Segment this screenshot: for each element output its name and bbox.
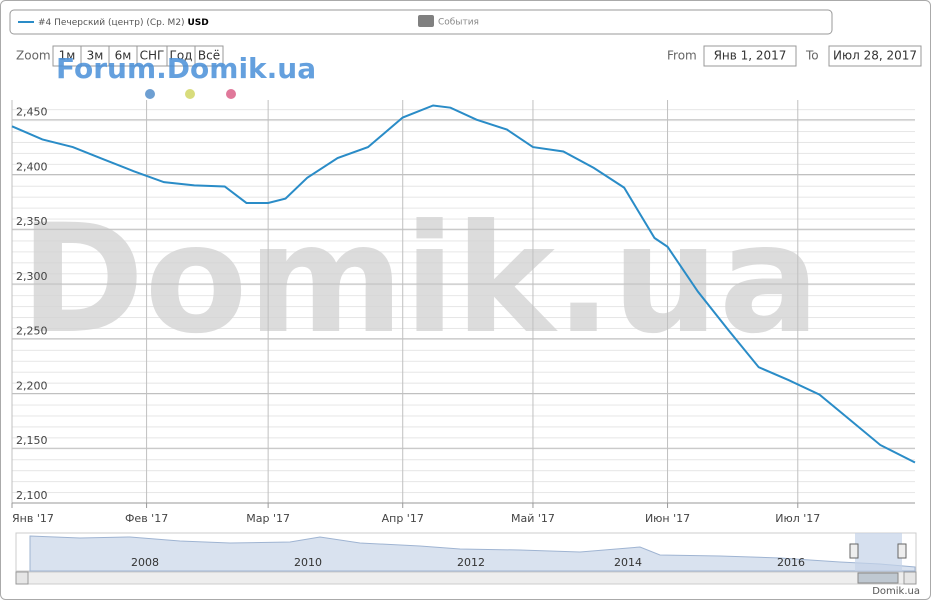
y-tick-label: 2,200 bbox=[16, 379, 48, 392]
line-series bbox=[11, 104, 916, 464]
dot bbox=[226, 89, 236, 99]
events-swatch bbox=[418, 15, 434, 27]
navigator-handle[interactable] bbox=[897, 543, 907, 559]
y-tick-label: 2,150 bbox=[16, 434, 48, 447]
series-currency: USD bbox=[187, 18, 208, 28]
x-tick-label: Фев '17 bbox=[125, 512, 168, 525]
y-tick-label: 2,450 bbox=[16, 106, 48, 119]
dot bbox=[145, 89, 155, 99]
navigator-label: 2012 bbox=[457, 556, 485, 569]
y-tick-label: 2,400 bbox=[16, 160, 48, 173]
from-label: From bbox=[667, 49, 697, 63]
scrollbar[interactable] bbox=[15, 571, 917, 585]
zoom-button-label: 3м bbox=[87, 49, 104, 63]
zoom-button[interactable] bbox=[194, 45, 224, 67]
to-value: Июл 28, 2017 bbox=[833, 49, 917, 63]
zoom-button-label: 1м bbox=[59, 49, 76, 63]
scroll-thumb[interactable] bbox=[857, 572, 899, 584]
dot bbox=[185, 89, 195, 99]
navigator-label: 2010 bbox=[294, 556, 322, 569]
navigator-label: 2016 bbox=[777, 556, 805, 569]
navigator-selection[interactable] bbox=[855, 533, 902, 571]
navigator-label: 2014 bbox=[614, 556, 642, 569]
x-tick-label: Май '17 bbox=[511, 512, 555, 525]
watermark: Domik.ua bbox=[20, 193, 820, 367]
navigator-labels: 2008 2010 2012 2014 2016 bbox=[131, 556, 805, 569]
zoom-button-label: 6м bbox=[115, 49, 132, 63]
legend: #4 Печерский (центр) (Ср. М2) USD Событи… bbox=[9, 9, 833, 35]
scroll-right[interactable] bbox=[903, 571, 917, 585]
minor-grid bbox=[12, 100, 915, 503]
events-label[interactable]: События bbox=[438, 18, 479, 28]
legend-label[interactable]: #4 Печерский (центр) (Ср. М2) USD bbox=[38, 18, 209, 28]
x-tick-label: Мар '17 bbox=[246, 512, 290, 525]
zoom-button-label: СНГ bbox=[140, 49, 165, 63]
y-tick-label: 2,100 bbox=[16, 489, 48, 502]
y-tick-label: 2,250 bbox=[16, 325, 48, 338]
credit: Domik.ua bbox=[872, 586, 920, 597]
to-input[interactable] bbox=[828, 45, 922, 67]
navigator: 2008 2010 2012 2014 2016 bbox=[15, 532, 917, 585]
zoom-label: Zoom bbox=[16, 49, 51, 63]
x-tick-label: Апр '17 bbox=[382, 512, 424, 525]
zoom-button-label: Всё bbox=[198, 49, 220, 63]
zoom-buttons: 1м 3м 6м СНГ Год Всё bbox=[52, 45, 224, 67]
y-tick-label: 2,350 bbox=[16, 215, 48, 228]
y-tick-label: 2,300 bbox=[16, 270, 48, 283]
navigator-handle[interactable] bbox=[849, 543, 859, 559]
forum-watermark: Forum.Domik.ua bbox=[56, 52, 316, 85]
plot: 2,100 2,150 2,200 2,250 2,300 2,350 2,400 2,450… bbox=[11, 100, 916, 525]
zoom-button-label: Год bbox=[170, 49, 193, 63]
x-tick-label: Июл '17 bbox=[775, 512, 820, 525]
series-name: #4 Печерский (центр) (Ср. М2) bbox=[38, 18, 185, 28]
x-tick-label: Янв '17 bbox=[12, 512, 54, 525]
x-tick-label: Июн '17 bbox=[645, 512, 690, 525]
navigator-label: 2008 bbox=[131, 556, 159, 569]
to-label: To bbox=[805, 49, 819, 63]
from-input[interactable] bbox=[703, 45, 797, 67]
from-value: Янв 1, 2017 bbox=[714, 49, 787, 63]
scroll-left[interactable] bbox=[15, 571, 29, 585]
